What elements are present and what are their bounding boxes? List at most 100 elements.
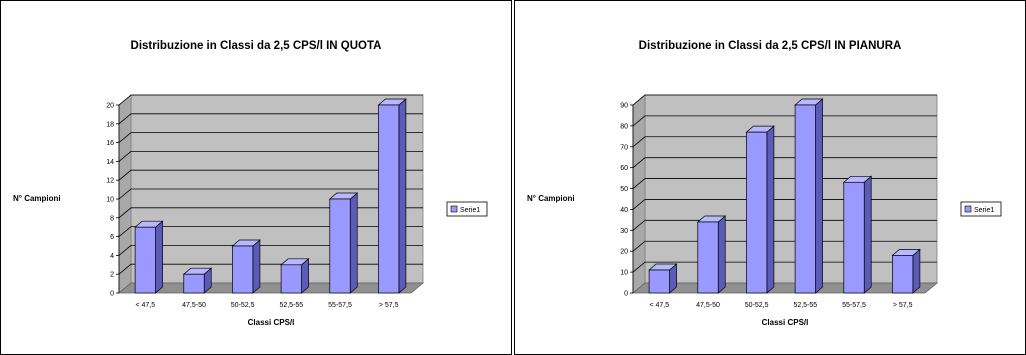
x-tick-label: 52,5-55 <box>279 302 303 309</box>
bar-front <box>183 273 205 294</box>
y-tick-label: 2 <box>110 272 114 279</box>
gridline <box>118 207 423 219</box>
bar-chart-pianura: Distribuzione in Classi da 2,5 CPS/l IN … <box>527 40 1002 327</box>
bar <box>794 98 824 294</box>
gridline <box>118 150 423 162</box>
y-tick-label: 10 <box>106 197 114 204</box>
legend-box <box>446 201 488 217</box>
y-tick-label: 90 <box>620 103 628 110</box>
x-tick-label: 55-57,5 <box>328 302 352 309</box>
gridline <box>632 157 937 168</box>
x-tick-label: 55-57,5 <box>842 302 866 309</box>
y-tick-label: 80 <box>620 123 628 130</box>
gridline <box>632 219 937 231</box>
x-tick-label: 50-52,5 <box>745 302 769 309</box>
legend: Serie1 <box>446 201 488 217</box>
gridline <box>632 199 937 210</box>
bar <box>377 98 407 294</box>
y-tick-label: 0 <box>624 291 628 298</box>
x-tick-label: < 47,5 <box>649 302 669 309</box>
gridline <box>118 113 423 125</box>
bar-front <box>892 255 914 294</box>
gridline <box>118 263 423 275</box>
gridline <box>118 244 423 256</box>
bar <box>648 263 678 294</box>
bar-front <box>697 221 719 294</box>
gridline <box>632 94 937 106</box>
bar <box>182 267 213 294</box>
chart-panel-quota: Distribuzione in Classi da 2,5 CPS/l IN … <box>0 0 512 355</box>
bar-front <box>843 181 865 294</box>
gridline <box>118 132 423 143</box>
gridline <box>118 188 423 200</box>
bar-front <box>794 104 816 294</box>
bar-front <box>232 245 254 294</box>
y-tick-label: 14 <box>106 159 114 166</box>
y-tick-label: 16 <box>106 140 114 147</box>
bar <box>328 192 359 294</box>
x-tick-label: < 47,5 <box>135 302 155 309</box>
y-tick-label: 6 <box>110 234 114 241</box>
bar <box>745 125 775 294</box>
bar-side <box>863 175 872 294</box>
bar-side <box>349 192 358 294</box>
y-axis-title: N° Campioni <box>13 194 61 203</box>
chart-panel-pianura: Distribuzione in Classi da 2,5 CPS/l IN … <box>514 0 1026 355</box>
y-tick-label: 4 <box>110 253 114 260</box>
y-tick-label: 8 <box>110 215 114 222</box>
gridline <box>632 178 937 189</box>
chart-title: Distribuzione in Classi da 2,5 CPS/l IN … <box>131 40 382 52</box>
bar-chart-quota: Distribuzione in Classi da 2,5 CPS/l IN … <box>13 40 488 327</box>
y-tick-label: 10 <box>620 270 628 277</box>
plot-floor <box>631 282 939 294</box>
bar-front <box>134 226 156 294</box>
x-tick-label: > 57,5 <box>893 302 913 309</box>
bar-side <box>155 220 163 294</box>
gridline <box>632 115 937 127</box>
y-tick-label: 0 <box>110 291 114 298</box>
gridline <box>118 94 423 106</box>
legend-swatch <box>450 205 458 213</box>
gridline <box>118 226 423 237</box>
x-tick-label: 52,5-55 <box>793 302 817 309</box>
legend-label: Serie1 <box>460 207 480 214</box>
x-tick-label: > 57,5 <box>379 302 399 309</box>
legend-box <box>960 201 1002 217</box>
x-tick-label: 50-52,5 <box>231 302 255 309</box>
gridline <box>632 261 937 273</box>
bar-front <box>648 269 670 294</box>
legend-label: Serie1 <box>974 207 994 214</box>
x-axis-title: Classi CPS/l <box>762 318 809 327</box>
x-axis-title: Classi CPS/l <box>248 318 295 327</box>
y-tick-label: 70 <box>620 144 628 151</box>
y-tick-label: 60 <box>620 165 628 172</box>
bar-front <box>329 198 351 294</box>
bar-side <box>815 98 823 294</box>
bar-front <box>378 104 400 294</box>
y-tick-label: 50 <box>620 186 628 193</box>
legend-swatch <box>964 205 972 213</box>
y-tick-label: 30 <box>620 228 628 235</box>
bar-front <box>280 264 302 294</box>
y-tick-label: 20 <box>106 103 114 110</box>
y-tick-label: 40 <box>620 207 628 214</box>
gridline <box>632 136 937 148</box>
x-tick-label: 47,5-50 <box>696 302 720 309</box>
bar-front <box>746 131 768 294</box>
bar <box>891 248 921 294</box>
bar-side <box>717 215 726 294</box>
bar <box>134 220 164 294</box>
bar-side <box>398 98 407 294</box>
chart-title: Distribuzione in Classi da 2,5 CPS/l IN … <box>639 40 902 52</box>
bar-side <box>912 248 921 294</box>
bar <box>842 175 873 294</box>
plot-floor <box>117 282 425 294</box>
y-tick-label: 20 <box>620 249 628 256</box>
y-axis-title: N° Campioni <box>527 194 575 203</box>
legend: Serie1 <box>960 201 1002 217</box>
y-tick-label: 12 <box>106 178 114 185</box>
bar <box>696 215 727 294</box>
bar <box>280 258 310 294</box>
bar <box>231 239 261 294</box>
gridline <box>118 169 423 181</box>
